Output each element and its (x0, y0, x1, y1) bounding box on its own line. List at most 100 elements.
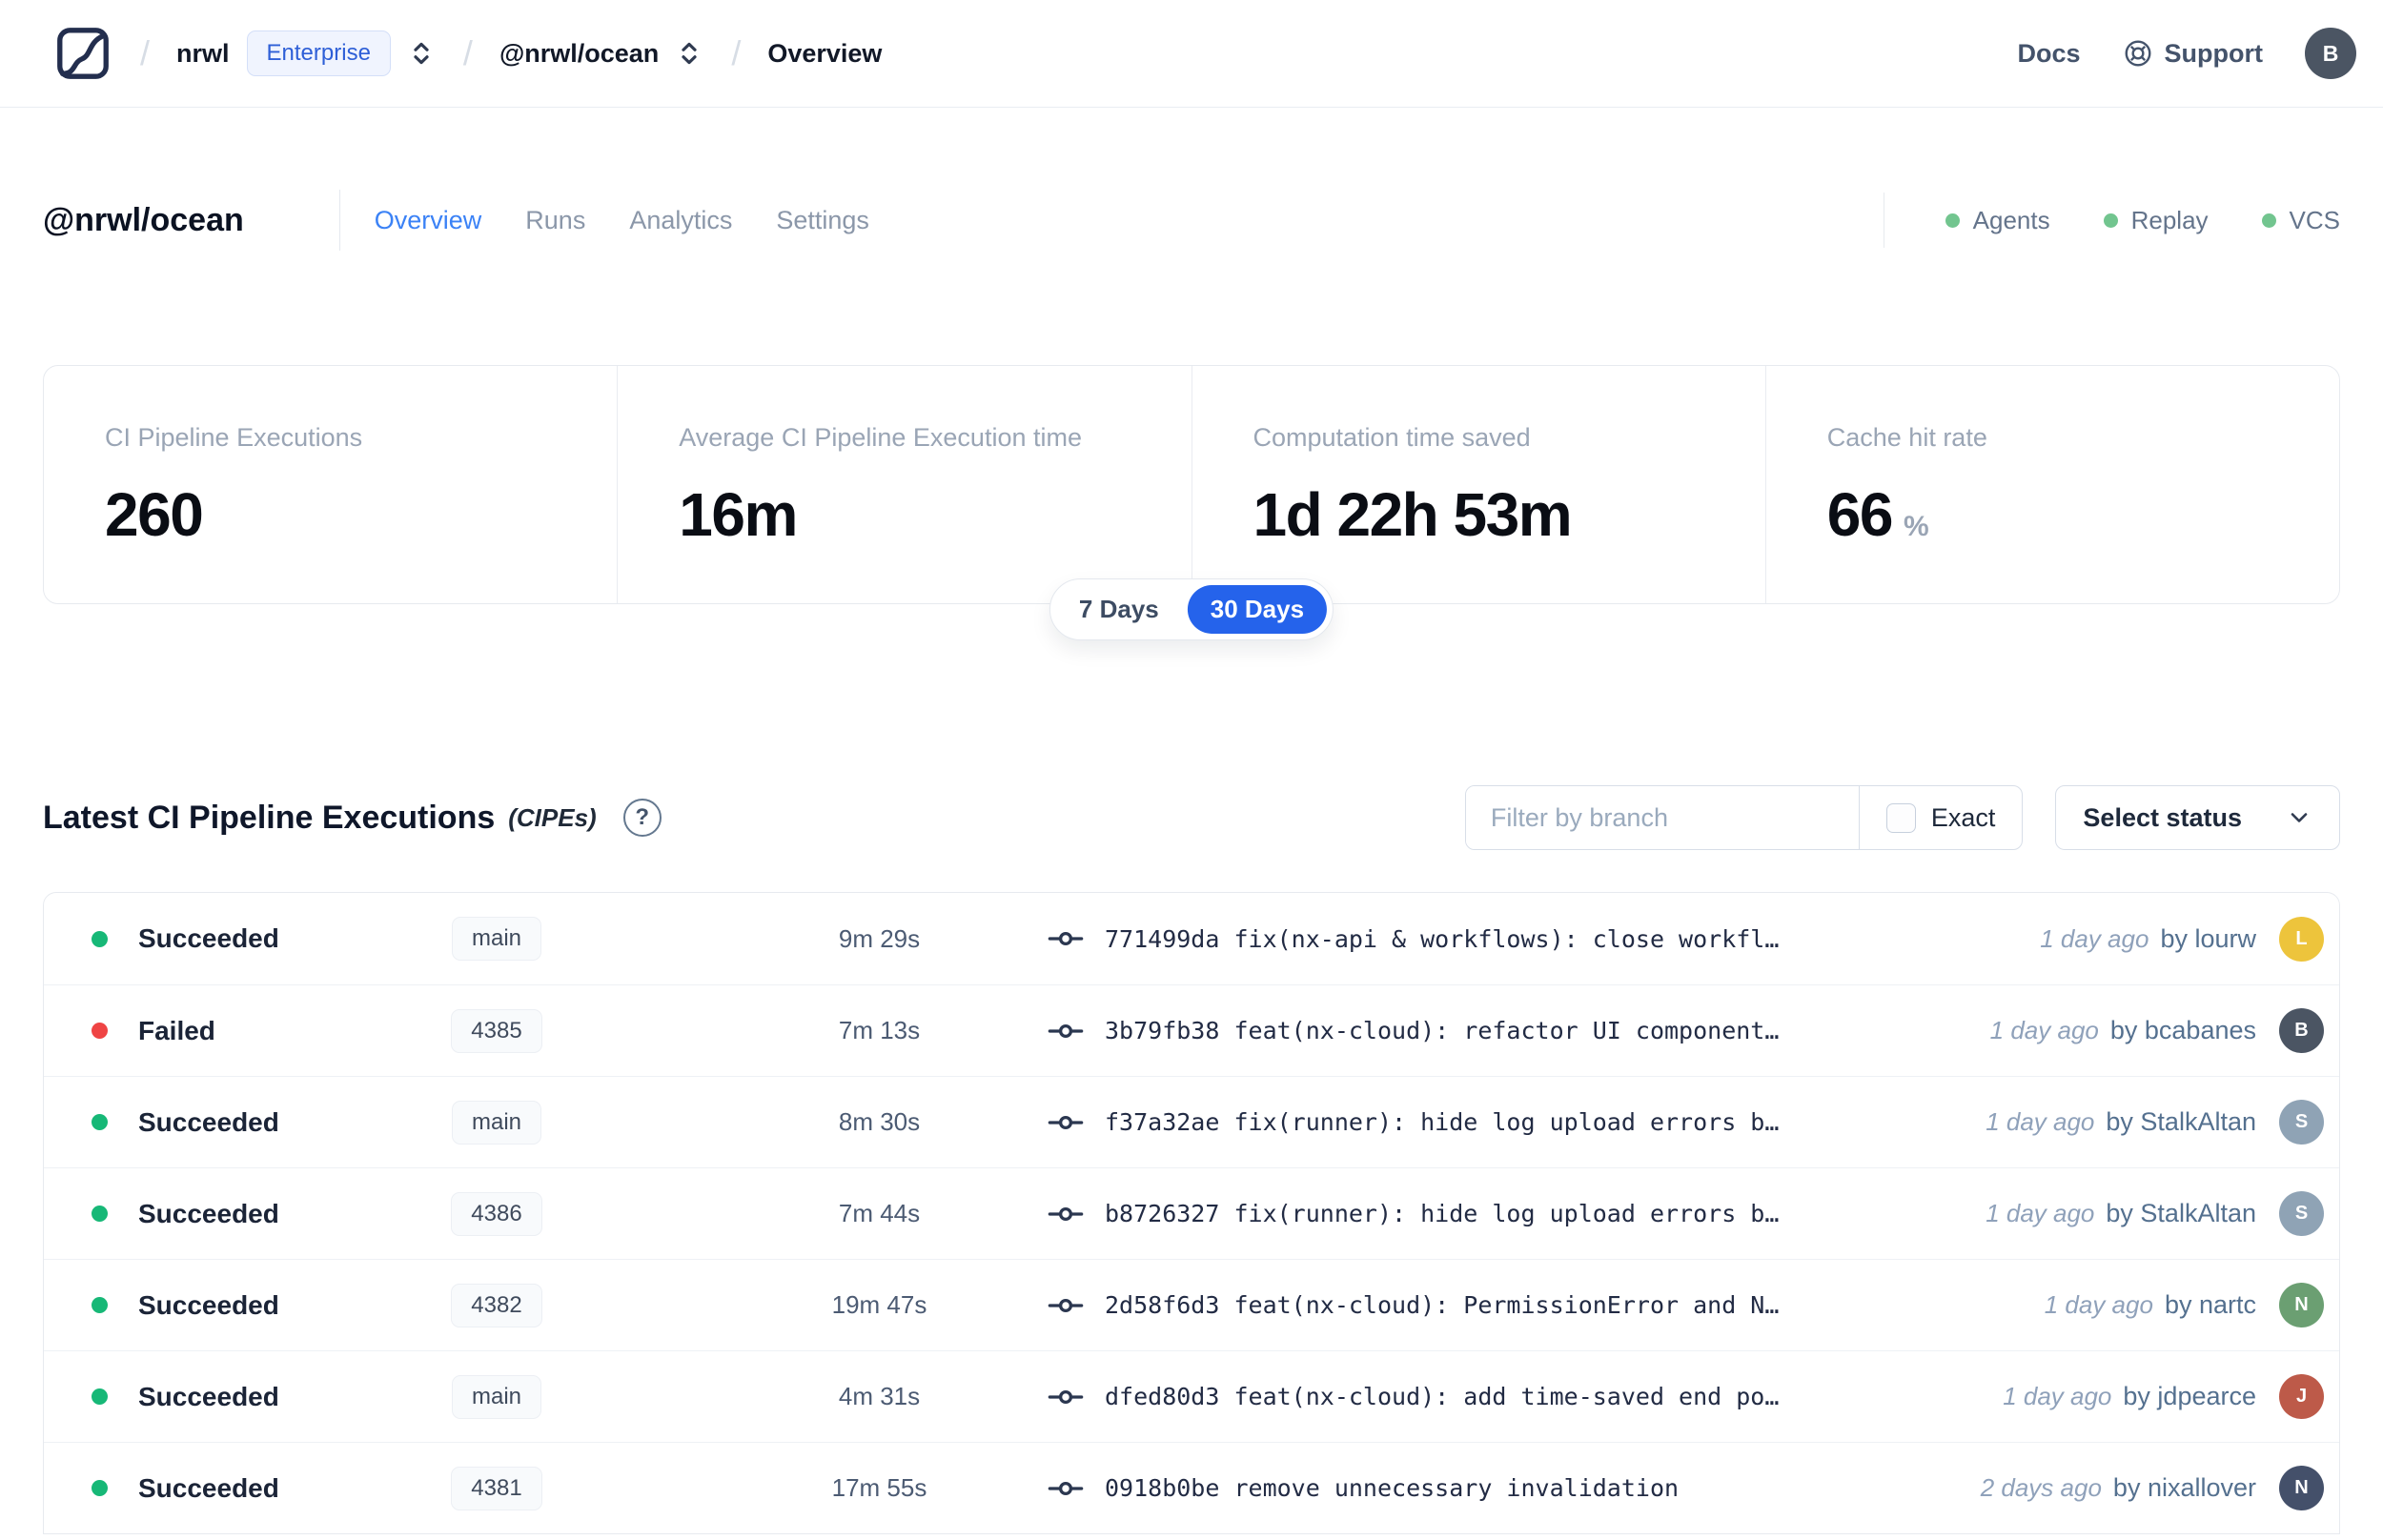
cipe-row[interactable]: Succeeded main 9m 29s 771499da fix(nx-ap… (44, 893, 2339, 984)
branch-cell: main (377, 1100, 616, 1145)
cipe-row[interactable]: Succeeded main 4m 31s dfed80d3 feat(nx-c… (44, 1350, 2339, 1442)
branch-cell: main (377, 917, 616, 961)
meta-cell: 1 day ago by jdpearce J (2003, 1374, 2339, 1419)
breadcrumb-org[interactable]: nrwl (176, 38, 230, 68)
chevron-up-down-icon (414, 42, 429, 65)
indicator-label: Replay (2130, 205, 2209, 234)
author-avatar: B (2279, 1008, 2324, 1053)
status-cell: Succeeded (92, 1199, 377, 1229)
indicator-label: Agents (1972, 205, 2050, 234)
status-cell: Succeeded (92, 1382, 377, 1412)
stat-label: Average CI Pipeline Execution time (679, 423, 1082, 452)
select-status-dropdown[interactable]: Select status (2055, 785, 2340, 850)
status-label: Succeeded (138, 1198, 279, 1228)
stat-value: 66% (1826, 480, 1929, 549)
cipe-row[interactable]: Failed 4385 7m 13s 3b79fb38 feat(nx-clou… (44, 984, 2339, 1076)
exact-label: Exact (1930, 802, 1996, 832)
breadcrumb-page: Overview (767, 38, 883, 68)
relative-time: 1 day ago (2044, 1290, 2153, 1319)
tab[interactable]: Overview (374, 205, 482, 234)
branch-badge: 4385 (451, 1008, 542, 1053)
nx-cloud-logo[interactable] (52, 23, 113, 84)
commit-cell: 771499da fix(nx-api & workflows): close … (1048, 921, 2011, 957)
chevron-up-down-icon (682, 42, 697, 65)
cipe-row[interactable]: Succeeded main 8m 30s f37a32ae fix(runne… (44, 1076, 2339, 1167)
branch-badge: main (451, 1374, 542, 1419)
branch-filter-input[interactable] (1465, 786, 1859, 849)
date-range-option[interactable]: 30 Days (1187, 585, 1328, 634)
relative-time: 2 days ago (1980, 1473, 2102, 1502)
support-link[interactable]: Support (2123, 38, 2263, 69)
workspace-header: @nrwl/ocean Overview Runs Analytics Sett… (0, 190, 2383, 251)
breadcrumb-separator: / (140, 33, 151, 72)
stats-section: CI Pipeline Executions 260 Average CI Pi… (43, 365, 2340, 640)
meta-cell: 1 day ago by bcabanes B (1990, 1008, 2339, 1053)
user-avatar[interactable]: B (2305, 28, 2356, 79)
enterprise-badge[interactable]: Enterprise (246, 30, 391, 76)
cipe-title: Latest CI Pipeline Executions (43, 799, 496, 836)
status-label: Succeeded (138, 1106, 279, 1137)
page-title: @nrwl/ocean (43, 201, 244, 238)
duration-cell: 4m 31s (838, 1382, 921, 1410)
feature-indicators: Agents Replay VCS (1945, 206, 2340, 235)
relative-time: 1 day ago (1989, 1016, 2099, 1044)
author-avatar: S (2279, 1100, 2324, 1145)
tab[interactable]: Analytics (629, 205, 733, 234)
org-selector-chevrons[interactable] (406, 38, 437, 69)
commit-cell: dfed80d3 feat(nx-cloud): add time-saved … (1048, 1379, 1974, 1415)
stat-card: Cache hit rate 66% (1764, 366, 2339, 603)
workspace-selector-chevrons[interactable] (674, 38, 704, 69)
status-dot (92, 1388, 108, 1405)
status-dot (92, 1480, 108, 1496)
duration-cell: 8m 30s (838, 1107, 921, 1136)
stat-card: Computation time saved 1d 22h 53m (1191, 366, 1765, 603)
duration-cell: 7m 13s (838, 1016, 921, 1044)
stats-cards: CI Pipeline Executions 260 Average CI Pi… (43, 365, 2340, 604)
cipe-row[interactable]: Succeeded 4381 17m 55s 0918b0be remove u… (44, 1442, 2339, 1533)
commit-message: dfed80d3 feat(nx-cloud): add time-saved … (1105, 1383, 1780, 1410)
feature-indicator[interactable]: Agents (1945, 206, 2050, 235)
breadcrumb-workspace[interactable]: @nrwl/ocean (499, 38, 660, 68)
commit-message: 0918b0be remove unnecessary invalidation (1105, 1474, 1680, 1502)
docs-link[interactable]: Docs (2017, 38, 2081, 68)
exact-checkbox[interactable] (1885, 802, 1916, 833)
cipe-row[interactable]: Succeeded 4382 19m 47s 2d58f6d3 feat(nx-… (44, 1259, 2339, 1350)
author-label: by StalkAltan (2106, 1199, 2256, 1227)
git-commit-icon (1048, 1196, 1084, 1232)
cipe-section-header: Latest CI Pipeline Executions (CIPEs) ? … (43, 785, 2340, 850)
commit-message: b8726327 fix(runner): hide log upload er… (1105, 1200, 1780, 1227)
green-status-dot (2261, 213, 2276, 228)
commit-message: 771499da fix(nx-api & workflows): close … (1105, 924, 1780, 953)
git-commit-icon (1048, 1470, 1084, 1507)
tab[interactable]: Settings (776, 205, 869, 234)
relative-time: 1 day ago (2003, 1382, 2112, 1410)
duration-cell: 7m 44s (838, 1199, 921, 1227)
branch-badge: 4382 (451, 1283, 542, 1327)
author-avatar: N (2279, 1283, 2324, 1327)
branch-cell: 4381 (377, 1466, 616, 1510)
stat-card: Average CI Pipeline Execution time 16m (617, 366, 1191, 603)
feature-indicator[interactable]: Replay (2103, 205, 2209, 235)
author-avatar: J (2279, 1374, 2324, 1419)
status-cell: Failed (92, 1016, 377, 1046)
stat-label: Cache hit rate (1826, 423, 1987, 452)
cipe-row[interactable]: Succeeded 4386 7m 44s b8726327 fix(runne… (44, 1167, 2339, 1259)
status-dot (92, 1114, 108, 1130)
green-status-dot (2103, 213, 2118, 228)
author-label: by lourw (2160, 923, 2256, 953)
lifebuoy-icon (2125, 40, 2150, 67)
tab[interactable]: Runs (525, 205, 586, 234)
exact-match-segment: Exact (1858, 786, 2023, 849)
help-icon[interactable]: ? (622, 799, 662, 837)
branch-badge: main (451, 1100, 542, 1145)
branch-badge: 4386 (451, 1191, 542, 1236)
git-commit-icon (1048, 921, 1084, 957)
feature-indicator[interactable]: VCS (2261, 206, 2340, 235)
meta-cell: 1 day ago by nartc N (2045, 1283, 2339, 1327)
status-label: Succeeded (138, 923, 279, 953)
support-label: Support (2164, 38, 2263, 68)
date-range-option[interactable]: 7 Days (1078, 595, 1159, 623)
chevron-down-icon (2291, 813, 2308, 822)
nx-cloud-logo-icon (57, 28, 109, 79)
stat-value: 1d 22h 53m (1253, 480, 1573, 549)
